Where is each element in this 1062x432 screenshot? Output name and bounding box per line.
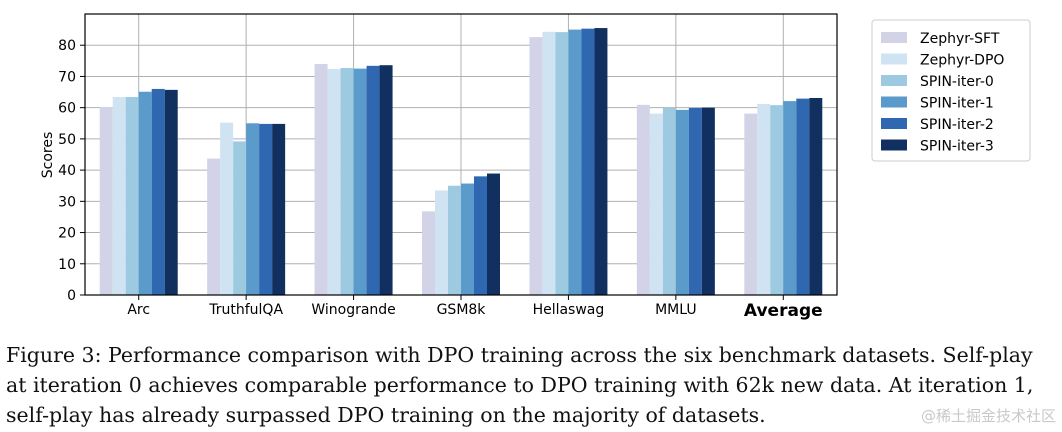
legend-label: Zephyr-SFT [920,31,1000,47]
y-tick-label: 0 [67,288,76,304]
legend-label: SPIN-iter-2 [920,117,994,133]
x-tick-label: TruthfulQA [208,302,283,318]
legend-label: SPIN-iter-0 [920,74,994,90]
bar [529,37,543,296]
bar [233,141,247,295]
legend-swatch [881,75,907,86]
bar [207,158,221,295]
bar [379,65,393,296]
y-axis-label: Scores [40,132,56,179]
bar [649,113,663,295]
bar [744,113,758,295]
bar [99,107,113,295]
bar [688,107,702,296]
y-tick-label: 50 [58,132,76,148]
bar [770,105,784,296]
legend-label: SPIN-iter-3 [920,139,994,155]
x-tick-label: MMLU [655,302,697,318]
bar [594,28,608,296]
x-ticks: Arc TruthfulQA Winogrande GSM8k Hellaswag MML… [127,295,823,321]
y-ticks: 0 10 20 30 40 50 60 70 80 [58,38,85,304]
figure-caption: Figure 3: Performance comparison with DP… [6,340,1058,430]
bar [662,107,676,296]
bar [164,89,178,296]
legend-swatch [881,139,907,151]
legend-box [871,19,1031,162]
bar [568,29,582,295]
bar [340,68,354,296]
y-tick-label: 80 [58,38,76,54]
bar [701,107,715,296]
y-tick-label: 40 [58,163,76,179]
bar [581,28,595,296]
bar [542,31,556,296]
bar [151,88,165,295]
bar [461,183,474,295]
y-tick-label: 20 [58,226,76,242]
bar [353,68,367,295]
bar [757,103,771,295]
bar [220,122,234,295]
watermark: @稀土掘金技术社区 [920,407,1056,425]
bar [448,185,461,295]
bar [636,104,650,296]
legend-swatch [881,53,907,65]
bar [259,123,273,295]
bar [366,65,380,295]
bar [783,101,797,295]
bar [809,97,823,295]
bar [327,68,341,295]
bar [796,98,810,296]
bar [555,32,569,296]
x-tick-label: Arc [127,302,150,318]
bar [487,173,500,295]
bar [138,91,152,295]
x-tick-label: Average [744,301,823,321]
x-tick-label: Hellaswag [533,302,605,318]
bar [125,97,139,295]
caption-line-3: self-play has already surpassed DPO trai… [6,403,766,427]
bar [474,176,487,295]
legend-swatch [881,118,907,129]
caption-line-1: Figure 3: Performance comparison with DP… [6,343,1033,367]
x-tick-label: GSM8k [437,302,487,318]
caption-line-2: at iteration 0 achieves comparable perfo… [6,373,1034,397]
y-tick-label: 10 [58,257,76,273]
bar [272,123,286,295]
bar-chart: 0 10 20 30 40 50 60 70 80 Arc TruthfulQA Winogrand… [40,13,1031,321]
legend-swatch [881,32,907,43]
bars [99,28,823,296]
y-tick-label: 60 [58,101,76,117]
bar [314,63,328,296]
legend-label: SPIN-iter-1 [920,96,994,112]
x-tick-label: Winogrande [311,302,395,318]
bar [246,123,260,296]
y-tick-label: 30 [58,194,76,210]
bar [422,211,435,295]
bar [435,190,448,295]
legend-label: Zephyr-DPO [920,53,1004,69]
bar [112,97,126,295]
y-tick-label: 70 [58,69,76,85]
legend-swatch [881,96,907,108]
legend: Zephyr-SFT Zephyr-DPO SPIN-iter-0 SPIN-iter… [871,19,1031,162]
bar [675,109,689,295]
